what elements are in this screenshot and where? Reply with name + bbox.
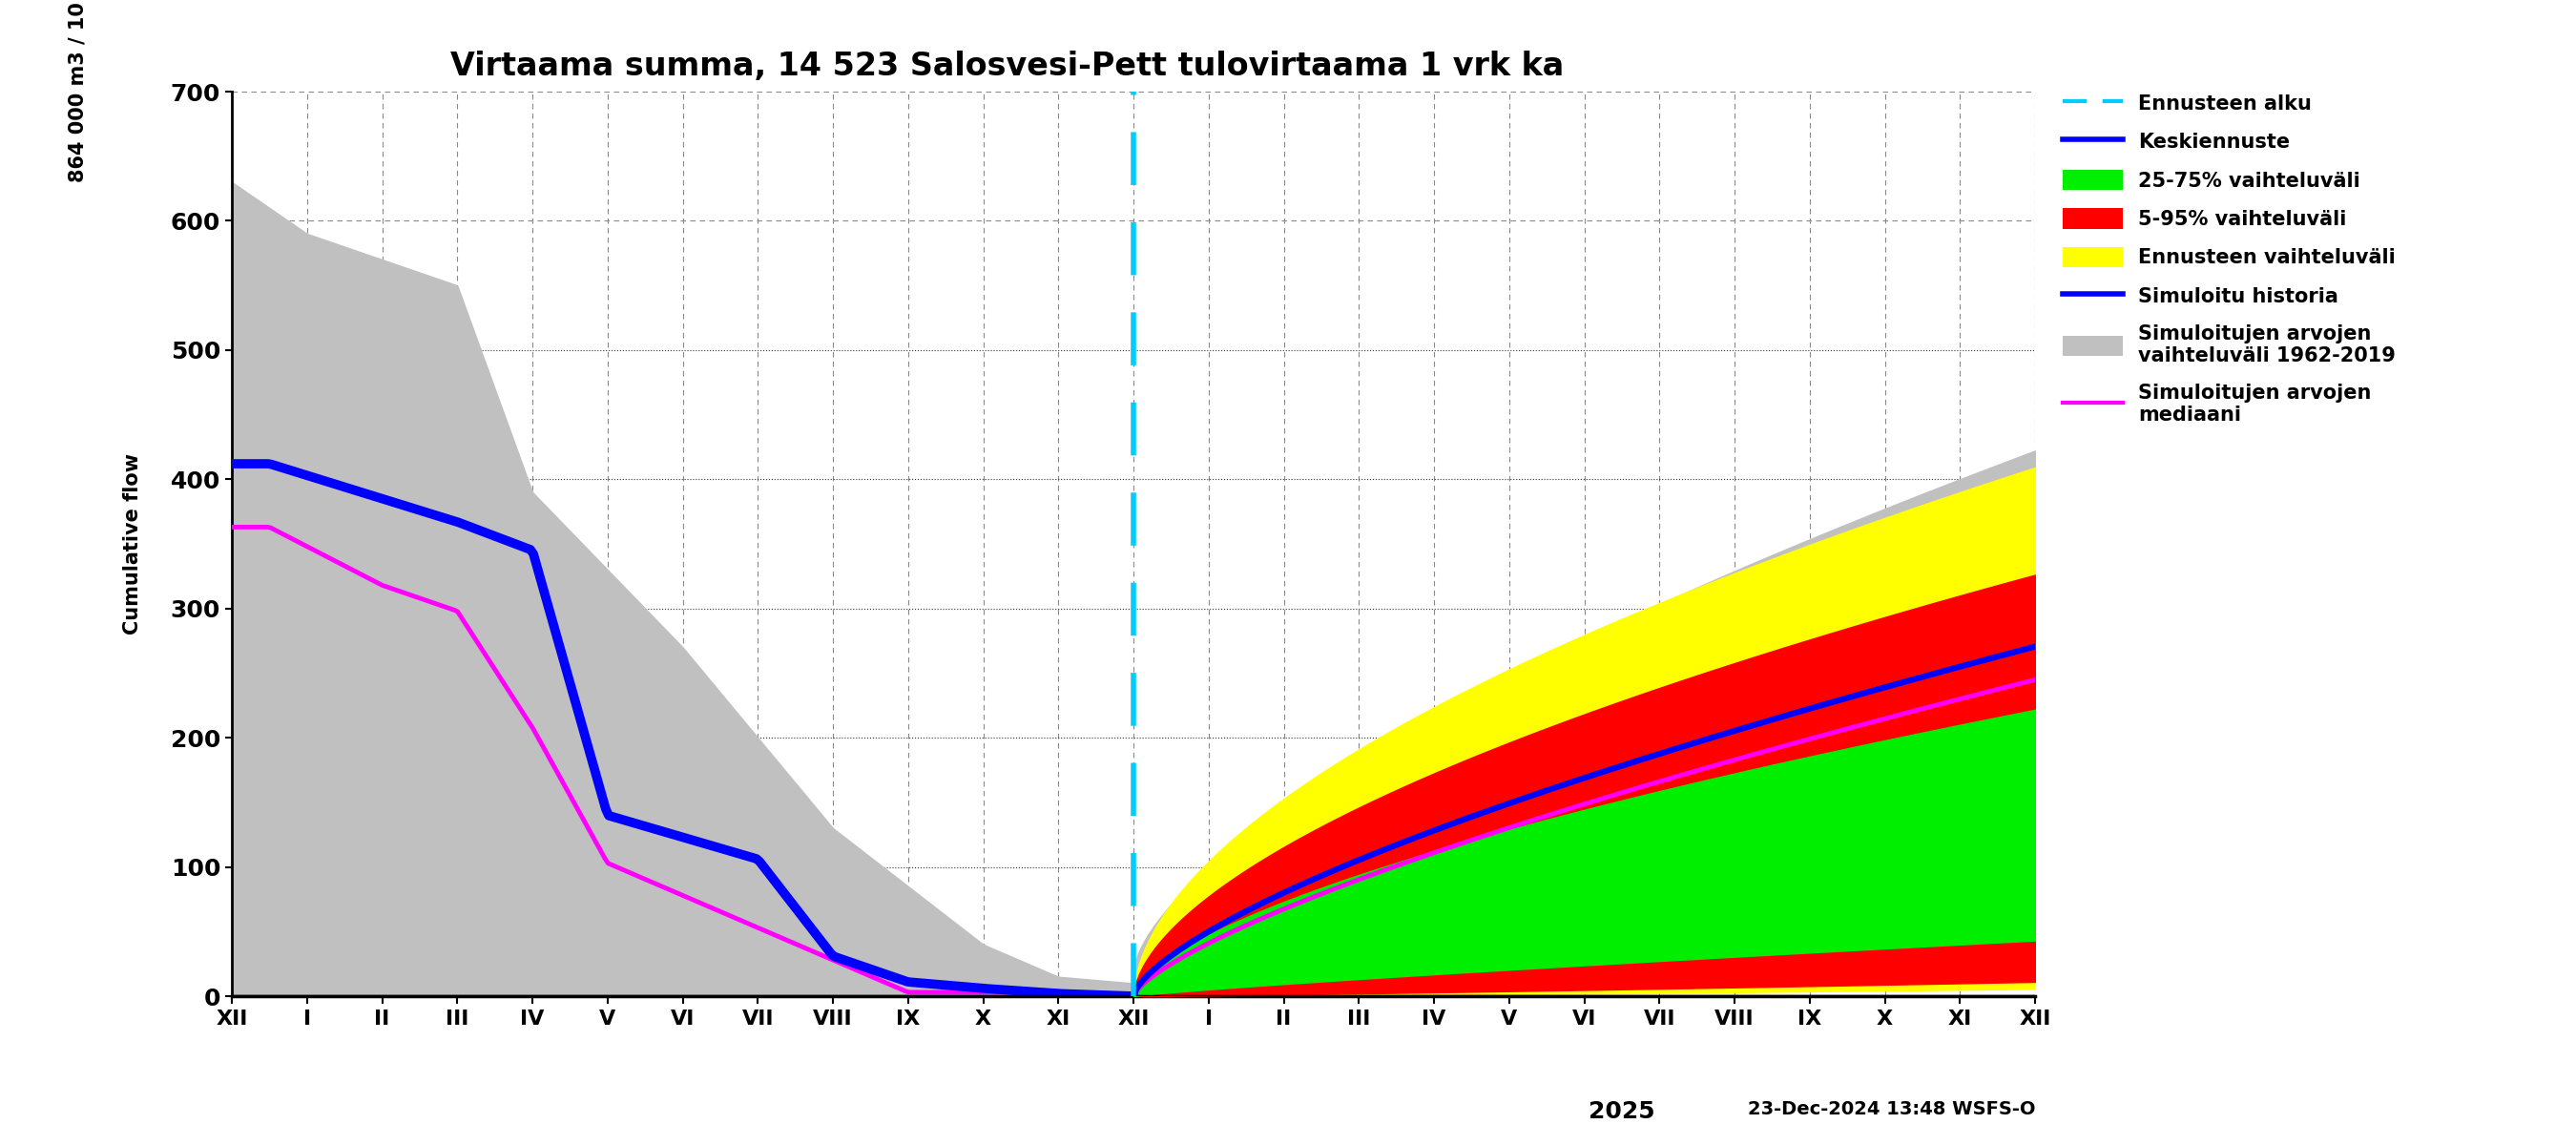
Text: 864 000 m3 / 10 vrky: 864 000 m3 / 10 vrky: [70, 0, 88, 182]
Text: 23-Dec-2024 13:48 WSFS-O: 23-Dec-2024 13:48 WSFS-O: [1747, 1100, 2035, 1119]
Text: Cumulative flow: Cumulative flow: [124, 453, 142, 634]
Text: 2025: 2025: [1589, 1100, 1654, 1123]
Title: Virtaama summa, 14 523 Salosvesi-Pett tulovirtaama 1 vrk ka: Virtaama summa, 14 523 Salosvesi-Pett tu…: [451, 50, 1564, 82]
Legend: Ennusteen alku, Keskiennuste, 25-75% vaihteluväli, 5-95% vaihteluväli, Ennusteen: Ennusteen alku, Keskiennuste, 25-75% vai…: [2063, 93, 2396, 425]
